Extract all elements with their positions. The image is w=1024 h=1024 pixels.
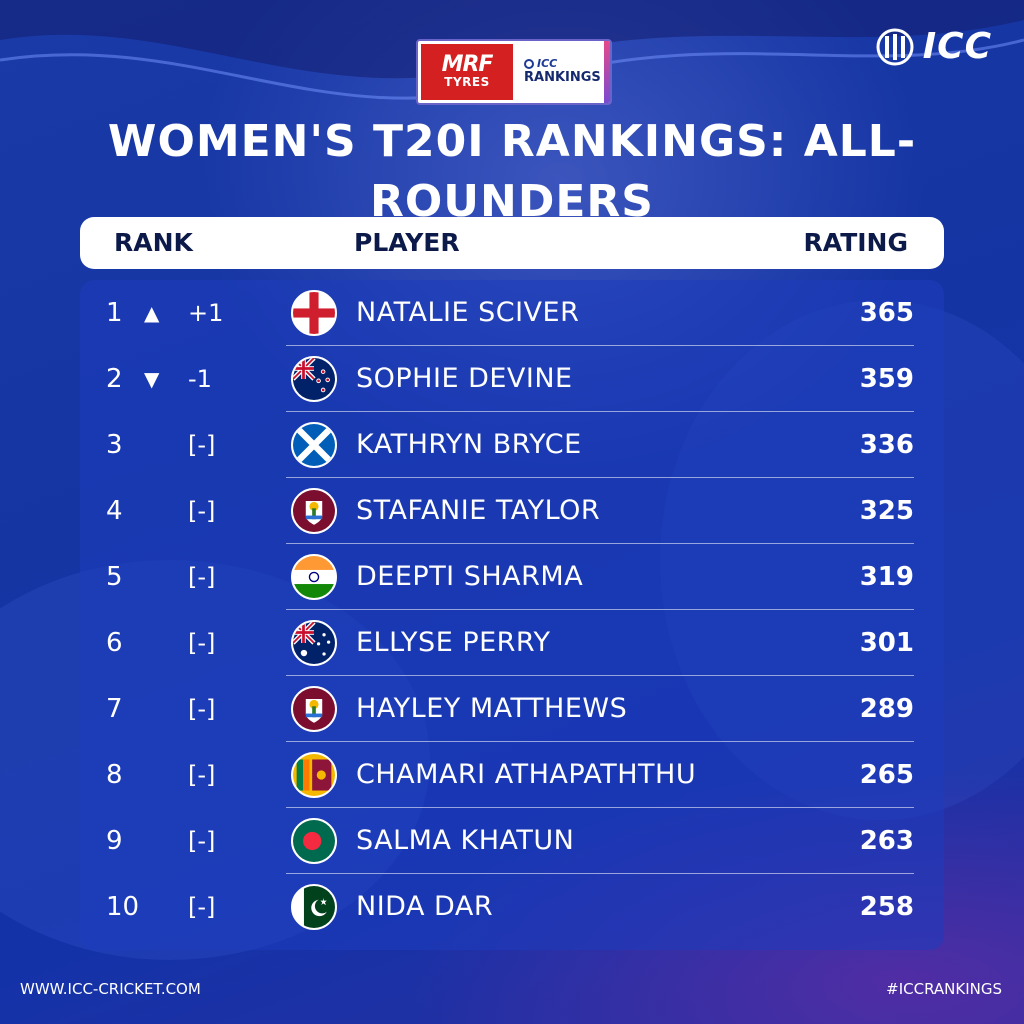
header-rating: RATING <box>803 228 908 257</box>
row-divider <box>286 477 914 478</box>
player-rating: 365 <box>859 298 914 328</box>
tyres-text: TYRES <box>444 75 490 89</box>
table-row: 1 ▲ +1 NATALIE SCIVER 365 <box>80 280 944 346</box>
player-name: CHAMARI ATHAPATHTHU <box>356 759 697 790</box>
player-rating: 301 <box>859 628 914 658</box>
west-indies-flag-icon <box>291 488 337 534</box>
rank-movement: [-] <box>188 761 216 789</box>
bangladesh-flag-icon <box>291 818 337 864</box>
rank-number: 3 <box>106 430 123 460</box>
player-rating: 265 <box>859 760 914 790</box>
sri-lanka-flag-icon <box>291 752 337 798</box>
rankings-text: RANKINGS <box>524 70 601 85</box>
header-rank: RANK <box>114 228 193 257</box>
player-name: DEEPTI SHARMA <box>356 561 584 592</box>
player-name: NIDA DAR <box>356 891 494 922</box>
rank-number: 7 <box>106 694 123 724</box>
website-url: WWW.ICC-CRICKET.COM <box>20 980 201 998</box>
table-row: 2 ▼ -1 SOPHIE DEVINE 359 <box>80 346 944 412</box>
mrf-text: MRF <box>441 52 494 77</box>
ball-icon <box>524 59 534 69</box>
table-row: 9 [-] SALMA KHATUN 263 <box>80 808 944 874</box>
rank-movement: [-] <box>188 827 216 855</box>
rank-movement: [-] <box>188 497 216 525</box>
table-row: 8 [-] CHAMARI ATHAPATHTHU 265 <box>80 742 944 808</box>
row-divider <box>286 345 914 346</box>
rank-number: 2 <box>106 364 123 394</box>
row-divider <box>286 609 914 610</box>
table-row: 10 [-] NIDA DAR 258 <box>80 874 944 940</box>
rank-movement: [-] <box>188 695 216 723</box>
header-player: PLAYER <box>354 228 460 257</box>
player-name: HAYLEY MATTHEWS <box>356 693 628 724</box>
row-divider <box>286 873 914 874</box>
row-divider <box>286 675 914 676</box>
rank-movement: [-] <box>188 431 216 459</box>
rank-number: 10 <box>106 892 140 922</box>
player-name: SOPHIE DEVINE <box>356 363 573 394</box>
icc-rankings-logo: ICC RANKINGS <box>518 41 610 103</box>
table-row: 3 [-] KATHRYN BRYCE 336 <box>80 412 944 478</box>
rank-movement: [-] <box>188 893 216 921</box>
row-divider <box>286 411 914 412</box>
rank-number: 8 <box>106 760 123 790</box>
rank-movement: [-] <box>188 563 216 591</box>
icc-logo-text: ICC <box>922 26 992 67</box>
player-rating: 319 <box>859 562 914 592</box>
pakistan-flag-icon <box>291 884 337 930</box>
player-rating: 336 <box>859 430 914 460</box>
table-header: RANK PLAYER RATING <box>80 217 944 269</box>
player-name: NATALIE SCIVER <box>356 297 580 328</box>
table-row: 7 [-] HAYLEY MATTHEWS 289 <box>80 676 944 742</box>
page-title: WOMEN'S T20I RANKINGS: ALL-ROUNDERS <box>107 116 917 227</box>
player-rating: 359 <box>859 364 914 394</box>
player-name: SALMA KHATUN <box>356 825 575 856</box>
row-divider <box>286 741 914 742</box>
rank-number: 6 <box>106 628 123 658</box>
icc-stumps-logo-icon <box>876 28 914 65</box>
player-rating: 258 <box>859 892 914 922</box>
rank-movement: -1 <box>188 365 212 393</box>
rankings-table: 1 ▲ +1 NATALIE SCIVER 365 2 ▼ -1 SOPHIE … <box>80 280 944 950</box>
new-zealand-flag-icon <box>291 356 337 402</box>
rank-number: 9 <box>106 826 123 856</box>
player-rating: 263 <box>859 826 914 856</box>
hashtag: #ICCRANKINGS <box>886 980 1002 998</box>
row-divider <box>286 543 914 544</box>
rank-movement: [-] <box>188 629 216 657</box>
india-flag-icon <box>291 554 337 600</box>
row-divider <box>286 807 914 808</box>
australia-flag-icon <box>291 620 337 666</box>
table-row: 5 [-] DEEPTI SHARMA 319 <box>80 544 944 610</box>
sponsor-badge: MRF TYRES ICC RANKINGS <box>416 39 612 105</box>
player-name: STAFANIE TAYLOR <box>356 495 601 526</box>
rank-movement: +1 <box>188 299 224 327</box>
player-name: KATHRYN BRYCE <box>356 429 582 460</box>
scotland-flag-icon <box>291 422 337 468</box>
player-rating: 325 <box>859 496 914 526</box>
player-name: ELLYSE PERRY <box>356 627 551 658</box>
icc-logo: ICC <box>875 26 992 67</box>
mrf-tyres-logo: MRF TYRES <box>421 44 513 100</box>
rank-number: 5 <box>106 562 123 592</box>
player-rating: 289 <box>859 694 914 724</box>
table-row: 6 [-] ELLYSE PERRY 301 <box>80 610 944 676</box>
icc-small-text: ICC <box>524 58 610 70</box>
rank-up-arrow-icon: ▲ <box>144 301 160 325</box>
rank-number: 4 <box>106 496 123 526</box>
rank-down-arrow-icon: ▼ <box>144 367 160 391</box>
table-row: 4 [-] STAFANIE TAYLOR 325 <box>80 478 944 544</box>
west-indies-flag-icon <box>291 686 337 732</box>
england-flag-icon <box>291 290 337 336</box>
rank-number: 1 <box>106 298 123 328</box>
badge-accent-bar <box>604 41 610 103</box>
